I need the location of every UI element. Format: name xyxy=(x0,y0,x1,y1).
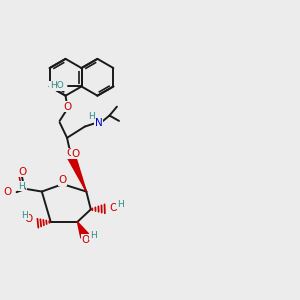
Text: HO: HO xyxy=(50,81,64,90)
Text: O: O xyxy=(18,167,26,177)
Text: O: O xyxy=(110,203,118,213)
Text: O: O xyxy=(4,187,12,197)
Text: O: O xyxy=(71,149,80,159)
Text: O: O xyxy=(58,175,67,185)
Text: O: O xyxy=(66,148,74,158)
Text: O: O xyxy=(63,102,71,112)
Text: H: H xyxy=(90,231,97,240)
Text: H: H xyxy=(88,112,95,121)
Text: N: N xyxy=(95,118,103,128)
Polygon shape xyxy=(77,222,89,238)
Polygon shape xyxy=(66,152,86,192)
Text: H: H xyxy=(117,200,123,208)
Text: O: O xyxy=(25,214,33,224)
Text: O: O xyxy=(81,235,90,245)
Text: H: H xyxy=(18,182,25,191)
Text: H: H xyxy=(21,211,28,220)
